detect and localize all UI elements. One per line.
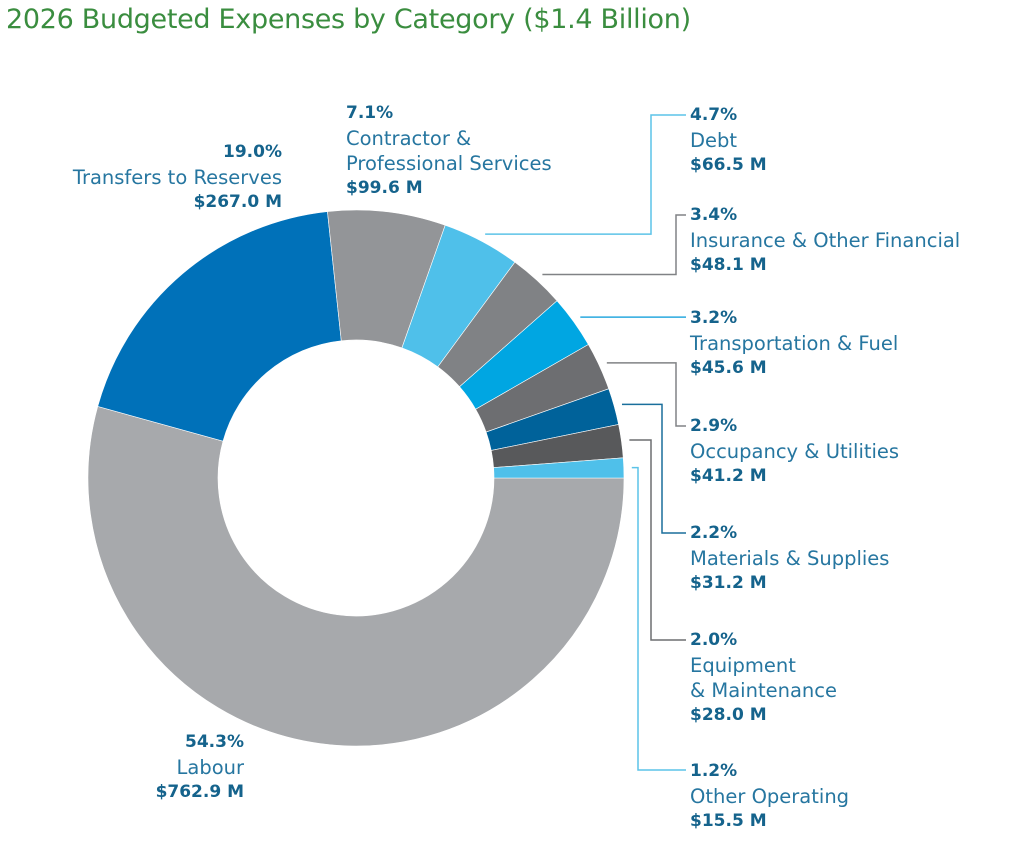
slice-name: Materials & Supplies [690, 547, 890, 570]
slice-amount: $267.0 M [193, 192, 282, 212]
slice-transfers-to-reserves [97, 211, 342, 442]
slice-amount: $45.6 M [690, 358, 767, 378]
slice-amount: $99.6 M [346, 178, 423, 198]
slice-labour [87, 406, 625, 747]
leader-line-materials-supplies [621, 403, 686, 534]
slice-percent: 54.3% [185, 732, 244, 752]
leader-line-occupancy-utilities [606, 362, 686, 427]
leader-line-debt [485, 114, 686, 235]
label-debt: 4.7% Debt $66.5 M [690, 103, 767, 178]
slice-amount: $762.9 M [155, 782, 244, 802]
slice-amount: $28.0 M [690, 705, 767, 725]
slice-name: Occupancy & Utilities [690, 440, 900, 463]
slice-percent: 2.2% [690, 523, 738, 543]
label-transfers-to-reserves: 19.0% Transfers to Reserves $267.0 M [20, 140, 282, 215]
label-insurance-other-financial: 3.4% Insurance & Other Financial $48.1 M [690, 203, 960, 278]
label-occupancy-utilities: 2.9% Occupancy & Utilities $41.2 M [690, 414, 899, 489]
slice-amount: $31.2 M [690, 573, 767, 593]
leader-line-other-operating [631, 466, 686, 771]
slice-name: Debt [690, 129, 738, 152]
slice-amount: $66.5 M [690, 155, 767, 175]
slice-name: Insurance & Other Financial [690, 229, 961, 252]
chart-title: 2026 Budgeted Expenses by Category ($1.4… [6, 4, 691, 35]
slice-name: Transportation & Fuel [690, 332, 899, 355]
slice-percent: 7.1% [346, 103, 394, 123]
slice-percent: 3.2% [690, 308, 738, 328]
slice-name: Labour [176, 756, 245, 779]
label-materials-supplies: 2.2% Materials & Supplies $31.2 M [690, 521, 889, 596]
slice-percent: 2.9% [690, 416, 738, 436]
slice-percent: 4.7% [690, 105, 738, 125]
leader-line-equipment-maintenance [629, 439, 686, 641]
label-other-operating: 1.2% Other Operating $15.5 M [690, 759, 849, 834]
slice-other-operating [493, 457, 625, 479]
label-equipment-maintenance: 2.0% Equipment & Maintenance $28.0 M [690, 628, 837, 728]
slice-percent: 1.2% [690, 761, 738, 781]
label-labour: 54.3% Labour $762.9 M [120, 730, 244, 805]
slice-percent: 3.4% [690, 205, 738, 225]
label-transportation-fuel: 3.2% Transportation & Fuel $45.6 M [690, 306, 898, 381]
slice-amount: $41.2 M [690, 466, 767, 486]
slice-name: Equipment & Maintenance [690, 654, 837, 702]
slice-amount: $48.1 M [690, 255, 767, 275]
slice-name: Other Operating [690, 785, 850, 808]
slice-percent: 19.0% [223, 142, 282, 162]
slice-percent: 2.0% [690, 630, 738, 650]
slice-name: Transfers to Reserves [72, 166, 282, 189]
slice-name: Contractor & Professional Services [346, 127, 552, 175]
slice-amount: $15.5 M [690, 811, 767, 831]
leader-line-insurance-other-financial [542, 214, 686, 276]
label-contractor-professional-services: 7.1% Contractor & Professional Services … [346, 101, 552, 201]
